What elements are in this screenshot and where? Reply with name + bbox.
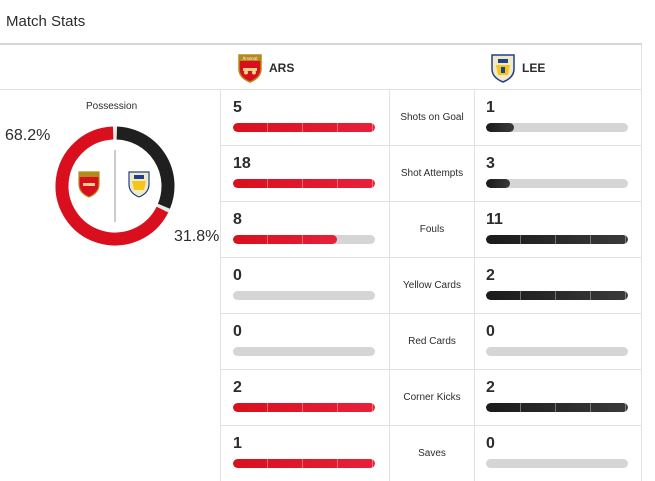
row-divider — [220, 145, 642, 146]
home-possession-pct: 68.2% — [5, 127, 51, 144]
home-stat-bar-fill — [233, 123, 375, 132]
away-stat-bar-fill — [486, 403, 628, 412]
home-stat-bar — [233, 291, 375, 300]
home-stat-bar — [233, 347, 375, 356]
home-team-abbr: ARS — [269, 61, 295, 75]
possession-donut — [55, 126, 175, 246]
possession-label: Possession — [86, 101, 138, 112]
away-stat-value: 1 — [486, 99, 495, 116]
away-stat-value: 2 — [486, 267, 495, 284]
away-stat-bar — [486, 179, 628, 188]
stat-row: 2 Corner Kicks 2 — [220, 369, 642, 425]
right-border — [641, 45, 642, 481]
away-stat-bar-fill — [486, 123, 515, 132]
row-divider — [220, 369, 642, 370]
stat-row: 0 Red Cards 0 — [220, 313, 642, 369]
stat-row: 8 Fouls 11 — [220, 201, 642, 257]
away-stat-value: 3 — [486, 155, 495, 172]
home-stat-bar — [233, 235, 375, 244]
home-stat-bar-fill — [233, 403, 375, 412]
leeds-crest-icon — [128, 171, 150, 198]
column-divider-mid-left — [389, 89, 390, 481]
column-divider-left — [220, 89, 221, 481]
stat-label: Fouls — [419, 223, 445, 235]
away-possession-pct: 31.8% — [174, 228, 220, 245]
away-stat-bar-fill — [486, 235, 628, 244]
away-stat-bar — [486, 291, 628, 300]
home-stat-bar-fill — [233, 459, 375, 468]
home-stat-bar — [233, 179, 375, 188]
home-stat-value: 2 — [233, 379, 242, 396]
home-stat-value: 5 — [233, 99, 242, 116]
away-stat-value: 11 — [486, 211, 503, 228]
page-title: Match Stats — [6, 13, 86, 30]
stat-row: 0 Yellow Cards 2 — [220, 257, 642, 313]
home-stat-bar — [233, 123, 375, 132]
stat-row: 1 Saves 0 — [220, 425, 642, 481]
home-stat-value: 1 — [233, 435, 242, 452]
away-stat-bar — [486, 347, 628, 356]
header-divider — [0, 89, 642, 90]
home-stat-value: 8 — [233, 211, 242, 228]
row-divider — [220, 257, 642, 258]
away-stat-bar-fill — [486, 291, 628, 300]
away-stat-bar — [486, 123, 628, 132]
home-possession-arc — [55, 126, 169, 246]
home-stat-bar — [233, 459, 375, 468]
stat-label: Corner Kicks — [403, 391, 461, 403]
away-stat-bar — [486, 403, 628, 412]
home-stat-bar-fill — [233, 179, 375, 188]
away-team-abbr: LEE — [522, 61, 546, 75]
home-stat-bar-fill — [233, 235, 337, 244]
home-stat-bar — [233, 403, 375, 412]
home-stat-value: 18 — [233, 155, 251, 172]
arsenal-crest-text: Arsenal — [242, 56, 257, 61]
arsenal-crest-icon — [78, 171, 100, 198]
row-divider — [220, 201, 642, 202]
home-stat-value: 0 — [233, 323, 242, 340]
away-stat-value: 0 — [486, 435, 495, 452]
away-stat-value: 0 — [486, 323, 495, 340]
stat-label: Yellow Cards — [403, 279, 461, 291]
away-stat-bar — [486, 459, 628, 468]
home-team-header: Arsenal ARS — [237, 53, 294, 83]
stat-row: 5 Shots on Goal 1 — [220, 89, 642, 145]
stat-label: Shots on Goal — [400, 111, 464, 123]
row-divider — [220, 313, 642, 314]
away-stat-value: 2 — [486, 379, 495, 396]
row-divider — [220, 425, 642, 426]
stat-label: Red Cards — [408, 335, 456, 347]
away-stat-bar-fill — [486, 179, 511, 188]
home-stat-value: 0 — [233, 267, 242, 284]
column-divider-mid-right — [474, 89, 475, 481]
stat-row: 18 Shot Attempts 3 — [220, 145, 642, 201]
title-divider — [0, 43, 642, 45]
stat-label: Shot Attempts — [400, 167, 464, 179]
leeds-crest-icon — [491, 54, 515, 83]
away-stat-bar — [486, 235, 628, 244]
arsenal-crest-icon: Arsenal — [238, 54, 262, 83]
away-team-header: LEE — [490, 53, 545, 83]
stat-label: Saves — [418, 447, 446, 459]
away-possession-arc — [116, 126, 175, 209]
